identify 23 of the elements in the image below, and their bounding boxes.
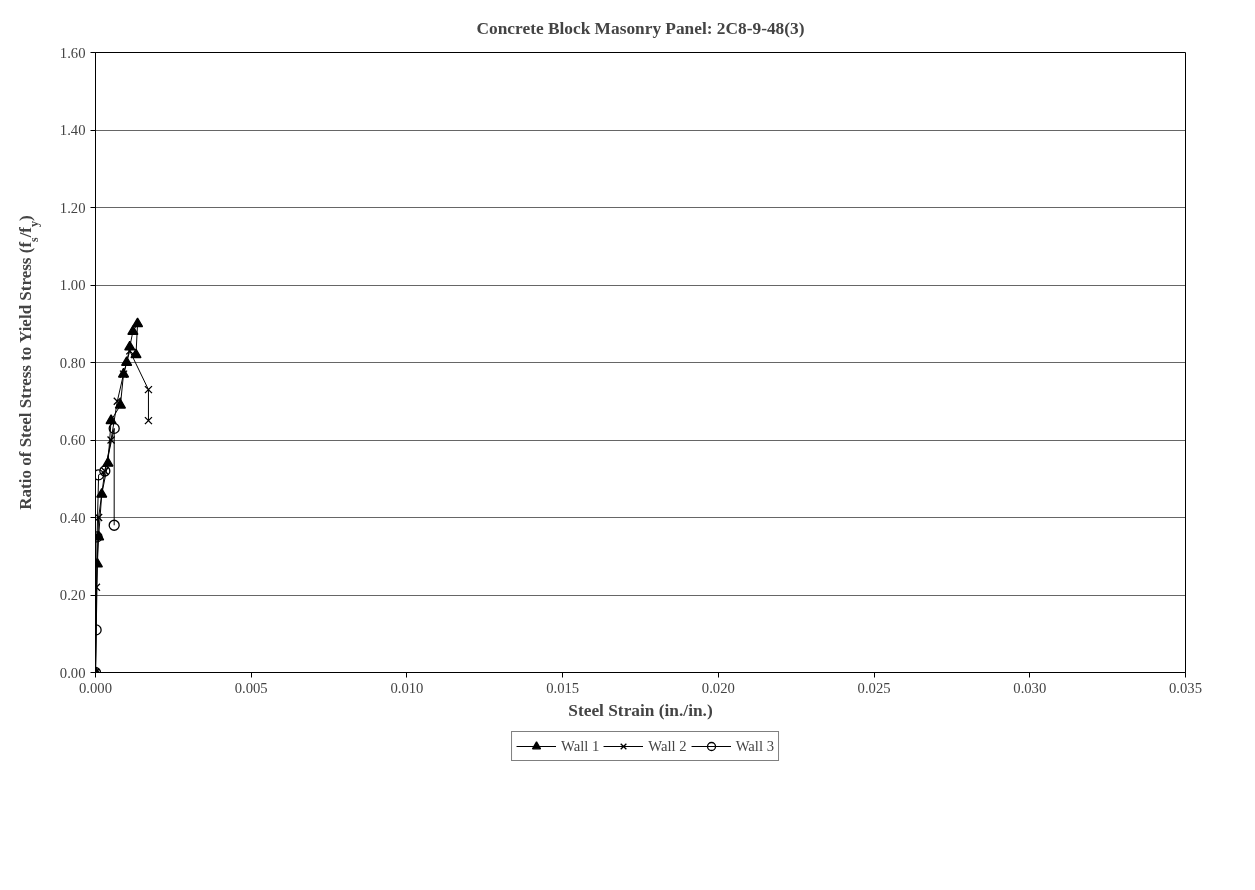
x-tick-label: 0.000 xyxy=(79,679,112,696)
y-axis-title: Ratio of Steel Stress to Yield Stress (fs/fy) xyxy=(16,215,41,510)
legend-label: Wall 2 xyxy=(648,737,687,755)
x-tick-label: 0.010 xyxy=(390,679,424,696)
y-tick-label: 1.00 xyxy=(59,277,86,293)
y-tick-label: 0.20 xyxy=(59,587,86,603)
y-tick-label: 0.80 xyxy=(59,354,86,371)
x-tick-label: 0.005 xyxy=(234,679,268,696)
y-tick-label: 0.60 xyxy=(59,432,86,448)
chart-title: Concrete Block Masonry Panel: 2C8-9-48(3) xyxy=(476,18,805,38)
y-tick-label: 0.40 xyxy=(59,509,86,526)
y-tick-label: 1.40 xyxy=(59,122,86,138)
x-tick-label: 0.020 xyxy=(701,679,735,696)
legend-label: Wall 1 xyxy=(561,737,600,755)
y-tick-label: 1.60 xyxy=(59,44,86,61)
x-tick-label: 0.035 xyxy=(1169,679,1202,696)
y-tick-label: 1.20 xyxy=(59,199,86,216)
legend-label: Wall 3 xyxy=(735,737,774,755)
x-tick-label: 0.030 xyxy=(1013,679,1047,696)
x-tick-label: 0.015 xyxy=(546,679,580,696)
y-tick-label: 0.00 xyxy=(59,664,86,681)
x-tick-label: 0.025 xyxy=(857,679,891,696)
x-axis-title: Steel Strain (in./in.) xyxy=(568,700,713,720)
